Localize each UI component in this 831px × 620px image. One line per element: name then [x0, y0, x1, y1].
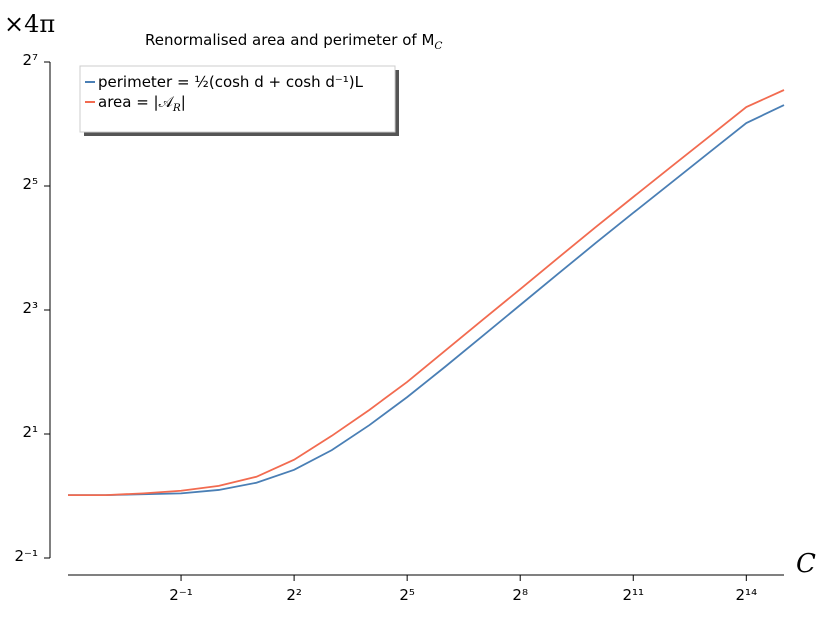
x-tick-label: 2²	[286, 586, 302, 604]
y-tick-label: 2⁻¹	[15, 547, 38, 565]
x-axis-label: C	[796, 549, 816, 579]
legend	[79, 65, 396, 133]
x-tick-label: 2⁸	[512, 586, 528, 604]
x-tick-label: 2¹¹	[622, 586, 644, 604]
line	[68, 104, 785, 497]
x-tick-label: 2⁻¹	[169, 586, 192, 604]
y-tick-label: 2¹	[22, 423, 38, 441]
y-unit-label: ×4π	[4, 10, 55, 38]
chart-title: Renormalised area and perimeter of MC	[145, 31, 442, 53]
legend-label: area = |𝒜R|	[98, 93, 186, 115]
x-tick-label: 2⁵	[399, 586, 415, 604]
y-tick-label: 2⁷	[22, 51, 38, 69]
legend-label: perimeter = ½(cosh d + cosh d⁻¹)L	[98, 73, 364, 91]
y-tick-label: 2³	[22, 299, 38, 317]
line	[68, 89, 785, 497]
x-tick-label: 2¹⁴	[736, 586, 758, 604]
y-tick-label: 2⁵	[22, 175, 38, 193]
